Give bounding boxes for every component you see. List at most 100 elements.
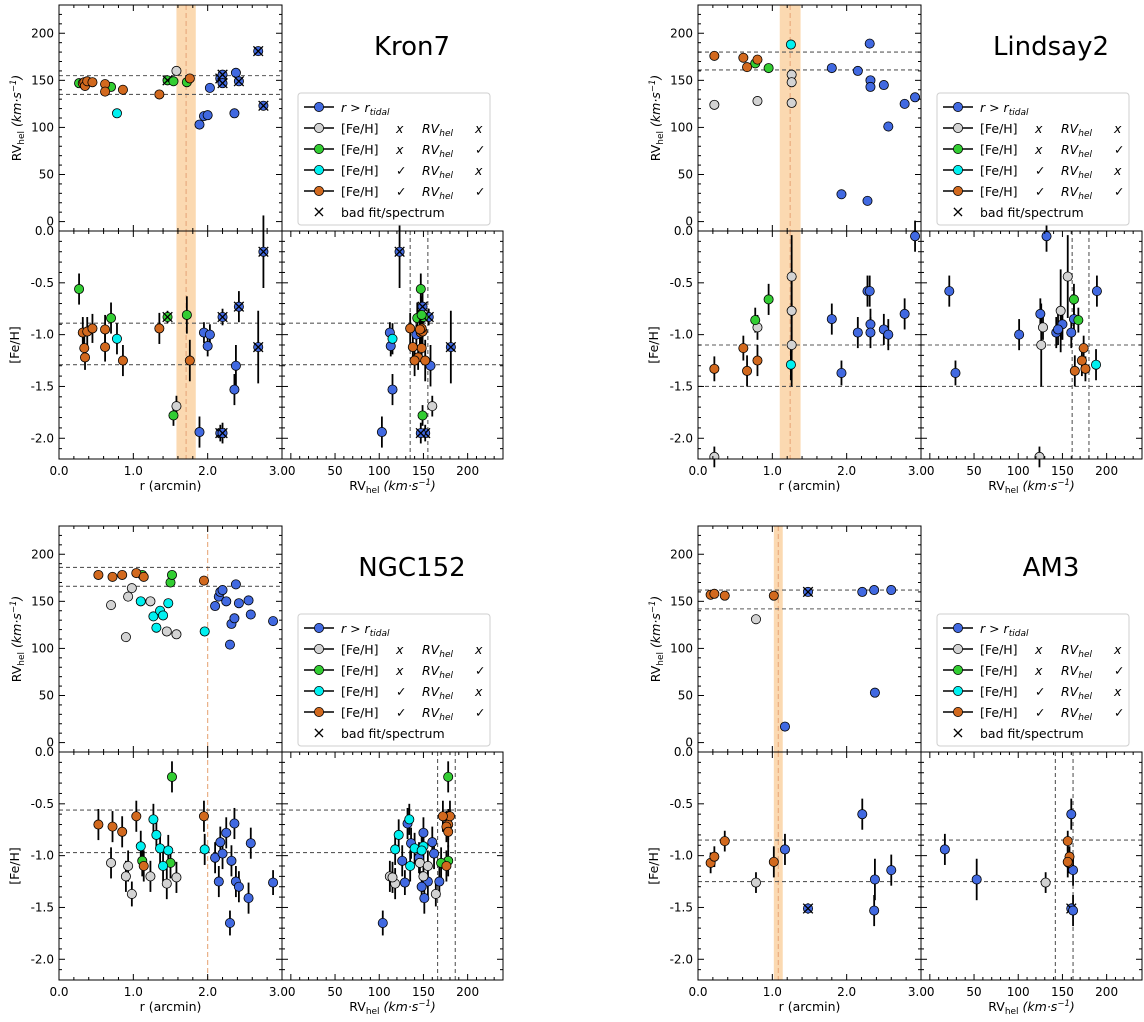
feh-tick-label: -2.0 xyxy=(670,431,693,445)
feh-vs-r-points xyxy=(74,246,269,439)
data-point-rv_ok xyxy=(750,315,761,326)
legend-rv-label: RV xyxy=(422,184,441,199)
feh-tick-label: 0.0 xyxy=(674,745,693,759)
rv-label-close: ) xyxy=(9,75,24,81)
data-point-tidal xyxy=(243,893,254,904)
feh-tick-label: 0.0 xyxy=(674,224,693,238)
data-point-tidal xyxy=(1053,324,1064,335)
data-point-tidal xyxy=(217,585,228,596)
legend-text: r > r xyxy=(980,621,1010,636)
rv-vs-r-points xyxy=(93,568,279,650)
data-point-rv_ok xyxy=(106,313,117,324)
data-point-tidal xyxy=(950,367,961,378)
data-point-tidal xyxy=(862,195,873,206)
legend-rv-text: RVhel xyxy=(1061,163,1092,181)
data-point-tidal xyxy=(233,881,244,892)
data-point-tidal xyxy=(869,874,880,885)
feh-tick-label: 0.0 xyxy=(35,224,54,238)
rv-label-close: ) xyxy=(430,478,436,493)
data-point-both_ok xyxy=(1062,836,1073,847)
legend-rv-sub: hel xyxy=(439,692,453,702)
legend-feh-text: [Fe/H] xyxy=(341,121,379,136)
data-point-none_ok xyxy=(786,271,797,282)
legend-rv-sub: hel xyxy=(439,650,453,660)
legend-rv-text: RVhel xyxy=(1061,121,1092,139)
legend-text-sub: tidal xyxy=(370,629,390,639)
legend-rv-mark: x xyxy=(1113,121,1122,136)
data-point-none_ok xyxy=(161,626,172,637)
legend: r > rtidal[Fe/H] x RVhel x[Fe/H] x RVhel ✓[Fe/… xyxy=(936,92,1130,226)
rv-x-tick-label: 100 xyxy=(368,464,391,478)
r-tick-label: 0.0 xyxy=(49,985,68,999)
rv-x-tick-label: 50 xyxy=(966,985,981,999)
data-point-tidal xyxy=(268,616,279,627)
rv-label-prefix: RV xyxy=(988,999,1005,1014)
data-point-rv_ok xyxy=(1068,294,1079,305)
data-point-tidal xyxy=(857,809,868,820)
data-point-none_ok xyxy=(786,97,797,108)
rv-label-prefix: RV xyxy=(988,478,1005,493)
legend-marker-none_ok xyxy=(313,123,324,134)
data-point-both_ok xyxy=(443,826,454,837)
legend-marker-none_ok xyxy=(953,123,964,134)
rv-axis-label: RVhel (km·s−1) xyxy=(349,478,436,496)
data-point-tidal xyxy=(865,327,876,338)
rv-x-tick-label: 100 xyxy=(1007,464,1030,478)
data-point-tidal xyxy=(221,827,232,838)
legend-rv-text: RVhel xyxy=(422,184,453,202)
legend-rv-mark: ✓ xyxy=(1114,705,1124,720)
data-point-feh_ok xyxy=(404,814,415,825)
data-point-both_ok xyxy=(416,343,427,354)
legend-text: r > r xyxy=(341,621,371,636)
rv-tick-label: 100 xyxy=(670,120,693,134)
r-tick-label: 3.0 xyxy=(269,464,288,478)
cluster-title: NGC152 xyxy=(358,553,465,583)
legend-marker-none_ok xyxy=(313,644,324,655)
legend-rv-mark: ✓ xyxy=(475,184,485,199)
r-tick-label: 0.0 xyxy=(688,985,707,999)
data-point-tidal xyxy=(899,98,910,109)
data-point-feh_ok xyxy=(111,108,122,119)
cluster-title: Lindsay2 xyxy=(993,32,1109,62)
legend-marker-bad: × xyxy=(312,723,325,742)
data-point-tidal xyxy=(224,918,235,929)
data-point-rv_ok xyxy=(763,294,774,305)
legend-marker-rv_ok xyxy=(313,665,324,676)
data-point-tidal xyxy=(226,855,237,866)
rv-tick-label: 0 xyxy=(46,215,54,229)
panel-kron7: 0 50 100 150 200 0.0 -0.5 -1.0 -1.5 -2.0 0.0 1.0 2.0… xyxy=(7,4,504,496)
feh-tick-label: -2.0 xyxy=(670,952,693,966)
data-point-tidal xyxy=(210,852,221,863)
rv-x-tick-label: 100 xyxy=(1007,985,1030,999)
rv-axis-label: RVhel (km·s−1) xyxy=(988,478,1075,496)
bad-fit-marker xyxy=(258,246,269,257)
r-tick-label: 1.0 xyxy=(763,464,782,478)
data-point-none_ok xyxy=(427,401,438,412)
data-point-tidal xyxy=(826,314,837,325)
rv-x-tick-label: 150 xyxy=(412,464,435,478)
data-point-feh_ok xyxy=(199,844,210,855)
rv-vs-r-points xyxy=(705,585,897,732)
data-point-tidal xyxy=(245,838,256,849)
data-point-tidal xyxy=(397,855,408,866)
rv-tick-label: 200 xyxy=(31,547,54,561)
legend-label-bad: bad fit/spectrum xyxy=(341,205,445,220)
rv-x-tick-label: 100 xyxy=(368,985,391,999)
data-point-feh_ok xyxy=(151,622,162,633)
data-point-feh_ok xyxy=(135,841,146,852)
legend-text: r > r xyxy=(980,100,1010,115)
rv-label-units: (km·s xyxy=(9,613,24,652)
data-point-rv_ok xyxy=(168,410,179,421)
legend-rv-text: RVhel xyxy=(422,121,453,139)
rv-tick-label: 100 xyxy=(31,641,54,655)
rv-tick-label: 150 xyxy=(670,73,693,87)
data-point-tidal xyxy=(1041,231,1052,242)
legend-rv-label: RV xyxy=(1061,142,1080,157)
legend-box xyxy=(936,613,1130,747)
bad-fit-marker xyxy=(415,427,427,439)
data-point-rv_ok xyxy=(417,410,428,421)
legend-marker-tidal xyxy=(953,102,964,113)
data-point-tidal xyxy=(245,609,256,620)
legend-box xyxy=(297,92,491,226)
legend-feh-text: [Fe/H] xyxy=(980,705,1018,720)
